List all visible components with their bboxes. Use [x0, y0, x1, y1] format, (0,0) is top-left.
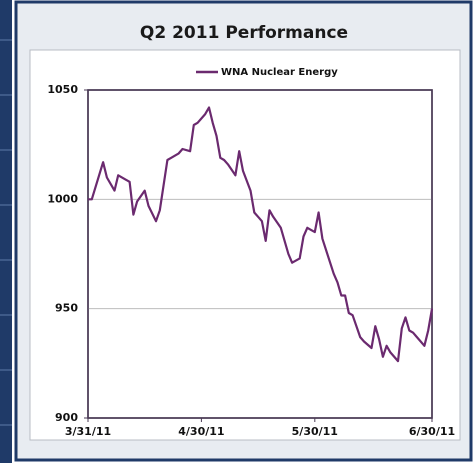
y-tick-label: 1050: [47, 83, 78, 96]
chart-title: Q2 2011 Performance: [140, 23, 348, 43]
side-strip: [0, 0, 12, 463]
y-tick-label: 950: [55, 302, 78, 315]
x-tick-label: 6/30/11: [409, 425, 455, 438]
plot-area: [87, 89, 433, 419]
strip-notches: [0, 39, 12, 426]
x-tick-label: 3/31/11: [65, 425, 111, 438]
plot-area: [87, 89, 433, 419]
legend-label: WNA Nuclear Energy: [221, 67, 338, 78]
x-tick-label: 5/30/11: [292, 425, 338, 438]
y-tick-label: 900: [55, 411, 78, 424]
y-tick-label: 1000: [47, 192, 78, 205]
x-tick-label: 4/30/11: [178, 425, 224, 438]
data-line: [88, 106, 434, 363]
